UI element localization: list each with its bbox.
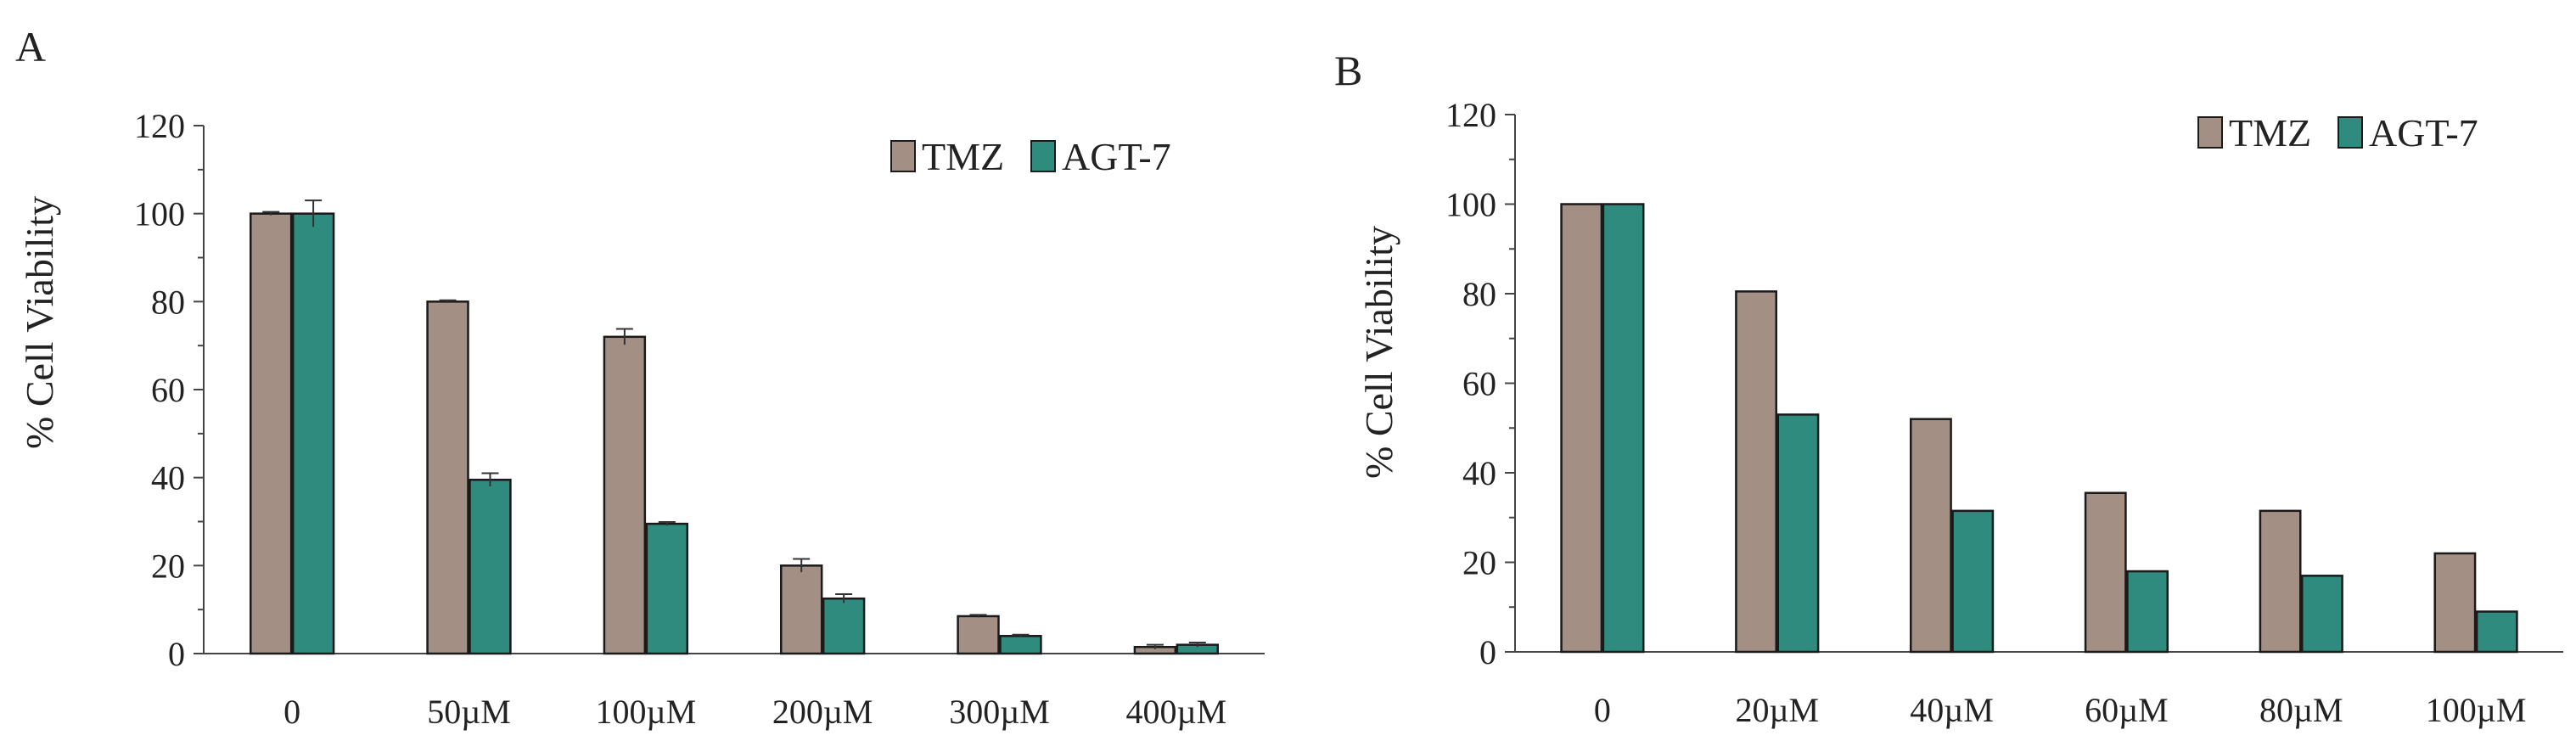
panel-b-bar-agt7 bbox=[2301, 575, 2343, 654]
panel-a-bar-agt7 bbox=[469, 479, 512, 655]
panel-b-bar-tmz bbox=[1909, 418, 1952, 654]
panel-a: A % Cell Viability 0 20 40 60 80 100 120 0 50µM 1… bbox=[15, 23, 1265, 731]
panel-b-y-tick-label: 20 bbox=[1462, 544, 1496, 582]
panel-a-bar-tmz bbox=[426, 300, 469, 655]
panel-b-legend-swatch-agt7 bbox=[2337, 116, 2363, 149]
panel-a-bar-agt7 bbox=[999, 635, 1042, 655]
panel-b-legend-label-agt7: AGT-7 bbox=[2369, 111, 2478, 154]
panel-a-legend-swatch-tmz bbox=[890, 140, 916, 172]
panel-b-legend-swatch-tmz bbox=[2197, 116, 2223, 149]
panel-a-y-tick-label: 60 bbox=[151, 371, 185, 409]
panel-a-x-tick-label: 50µM bbox=[427, 693, 511, 731]
panel-a-bar-agt7 bbox=[822, 597, 866, 655]
panel-b-bar-tmz bbox=[2084, 491, 2127, 654]
panel-a-bar-tmz bbox=[603, 335, 647, 655]
panel-b-y-tick-label: 40 bbox=[1462, 454, 1496, 492]
panel-a-x-tick-label: 100µM bbox=[596, 693, 697, 731]
panel-a-y-axis-label: % Cell Viability bbox=[18, 196, 61, 449]
panel-b-x-tick-label: 60µM bbox=[2085, 691, 2169, 729]
panel-a-x-tick-label: 400µM bbox=[1126, 693, 1227, 731]
panel-a-bar-tmz bbox=[957, 615, 1000, 655]
panel-a-bar-agt7 bbox=[645, 522, 688, 655]
panel-b-bar-agt7 bbox=[2126, 570, 2169, 654]
panel-a-y-tick-label: 120 bbox=[134, 107, 185, 145]
panel-b-bar-tmz bbox=[2259, 509, 2302, 654]
panel-b-legend-label-tmz: TMZ bbox=[2229, 111, 2311, 154]
panel-b-x-tick-label: 40µM bbox=[1910, 691, 1994, 729]
panel-a-letter: A bbox=[15, 23, 46, 70]
panel-b-y-tick-label: 100 bbox=[1445, 186, 1496, 224]
panel-b-x-tick-label: 80µM bbox=[2259, 691, 2343, 729]
panel-a-y-tick-label: 100 bbox=[134, 195, 185, 233]
panel-b-x-tick-label: 20µM bbox=[1735, 691, 1819, 729]
panel-a-bar-tmz bbox=[250, 212, 293, 655]
panel-b-y-tick-label: 0 bbox=[1479, 633, 1496, 671]
panel-b-bar-tmz bbox=[1560, 203, 1603, 654]
panel-a-y-tick-label: 20 bbox=[151, 547, 185, 585]
panel-a-legend-swatch-agt7 bbox=[1030, 140, 1056, 172]
panel-b-letter: B bbox=[1334, 47, 1362, 94]
panel-a-legend-label-agt7: AGT-7 bbox=[1062, 135, 1171, 178]
panel-a-x-tick-label: 0 bbox=[283, 693, 300, 731]
panel-a-legend-label-tmz: TMZ bbox=[922, 135, 1004, 178]
panel-b-bar-agt7 bbox=[2475, 610, 2518, 654]
panel-a-y-tick-label: 80 bbox=[151, 283, 185, 321]
panel-b-bar-agt7 bbox=[1602, 203, 1645, 654]
panel-a-bar-tmz bbox=[780, 564, 823, 655]
panel-a-x-tick-label: 300µM bbox=[949, 693, 1050, 731]
panel-b-y-tick-label: 60 bbox=[1462, 365, 1496, 403]
panel-b-x-tick-label: 100µM bbox=[2426, 691, 2527, 729]
panel-b-y-tick-label: 120 bbox=[1445, 96, 1496, 134]
panel-a-bar-agt7 bbox=[291, 212, 335, 655]
panel-b-bar-tmz bbox=[2433, 552, 2477, 654]
panel-a-y-tick-label: 0 bbox=[168, 635, 185, 673]
panel-b-bar-agt7 bbox=[1951, 509, 1995, 654]
panel-b: B % Cell Viability 0 20 40 60 80 100 120 0 20µM 4… bbox=[1334, 47, 2563, 729]
panel-b-bar-agt7 bbox=[1776, 413, 1820, 654]
panel-a-y-tick-label: 40 bbox=[151, 459, 185, 497]
panel-b-x-tick-label: 0 bbox=[1594, 691, 1611, 729]
panel-b-bar-tmz bbox=[1735, 290, 1777, 654]
panel-b-y-axis-label: % Cell Viability bbox=[1357, 226, 1400, 479]
panel-a-x-tick-label: 200µM bbox=[772, 693, 873, 731]
panel-b-y-tick-label: 80 bbox=[1462, 275, 1496, 313]
